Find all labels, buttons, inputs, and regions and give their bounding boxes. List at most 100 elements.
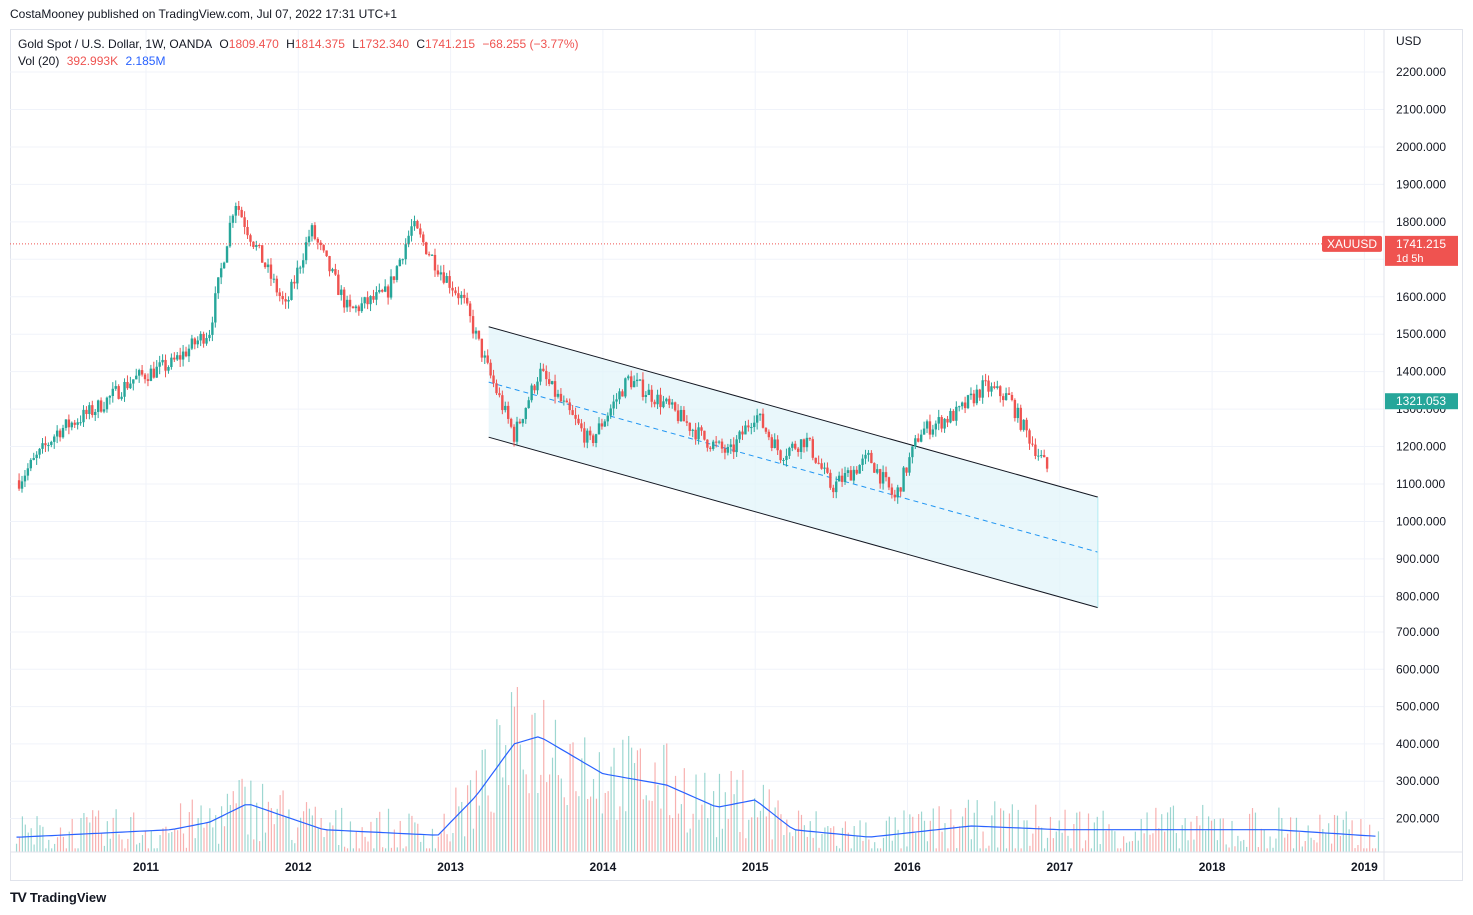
volume-bar	[631, 747, 633, 852]
volume-bar	[285, 816, 287, 852]
candle-body	[299, 267, 302, 269]
volume-bar	[481, 749, 483, 852]
volume-bar	[557, 775, 559, 852]
volume-bar	[669, 815, 671, 852]
volume-bar	[1275, 838, 1277, 852]
volume-bar	[507, 785, 510, 852]
candle-body	[331, 269, 334, 272]
candle-body	[132, 379, 135, 384]
volume-bar	[229, 804, 231, 852]
volume-bar	[294, 843, 296, 852]
volume-bar	[182, 833, 185, 852]
volume-bar	[956, 848, 958, 852]
volume-bar	[256, 802, 258, 852]
volume-bar	[833, 826, 835, 852]
volume-bar	[1363, 848, 1365, 852]
candle-body	[887, 477, 891, 488]
candle-body	[808, 437, 812, 440]
x-tick-label: 2013	[437, 860, 464, 874]
volume-bar	[587, 798, 589, 852]
candle-body	[536, 381, 539, 391]
candle-body	[26, 468, 30, 476]
volume-bar	[352, 848, 354, 852]
candle-body	[219, 268, 223, 278]
candle-body	[996, 386, 999, 388]
volume-bar	[1055, 831, 1057, 852]
candle-body	[899, 487, 902, 492]
volume-bar	[305, 802, 308, 852]
volume-bar	[1351, 820, 1353, 852]
volume-bar	[789, 832, 791, 852]
volume-bar	[332, 825, 334, 852]
candle-body	[533, 385, 536, 391]
candle-body	[550, 381, 554, 384]
volume-bar	[499, 725, 501, 852]
volume-bar	[144, 830, 147, 852]
candle-body	[794, 443, 797, 449]
volume-bar	[689, 828, 691, 852]
volume-bar	[461, 801, 463, 852]
candle-body	[199, 333, 202, 341]
candle-body	[691, 429, 694, 431]
volume-bar	[226, 793, 229, 852]
volume-bar	[346, 848, 349, 852]
volume-bar	[950, 809, 952, 852]
volume-bar	[991, 815, 993, 852]
volume-bar	[774, 807, 776, 852]
candle-body	[424, 242, 428, 255]
volume-bar	[1175, 832, 1177, 852]
candle-body	[88, 405, 91, 415]
volume-bar	[206, 822, 208, 852]
volume-bar	[1269, 836, 1271, 852]
candle-body	[193, 338, 197, 345]
candle-body	[325, 250, 328, 257]
candle-body	[76, 422, 79, 425]
volume-bar	[484, 749, 486, 852]
candle-body	[307, 236, 311, 243]
candle-body	[184, 351, 188, 357]
volume-bar	[765, 816, 767, 852]
candle-body	[489, 362, 492, 376]
legend-vol-label[interactable]: Vol (20)	[18, 54, 60, 68]
candle-body	[735, 439, 738, 453]
footer-brand[interactable]: TV TradingView	[10, 889, 106, 905]
volume-bar	[127, 838, 129, 852]
candle-body	[433, 254, 437, 271]
legend-symbol[interactable]: Gold Spot / U.S. Dollar, 1W, OANDA	[18, 37, 213, 51]
candle-body	[990, 386, 993, 392]
volume-bar	[302, 811, 305, 852]
candle-body	[398, 259, 402, 267]
volume-bar	[783, 835, 785, 852]
volume-bar	[220, 806, 223, 852]
volume-bar	[589, 796, 592, 852]
volume-bar	[97, 810, 100, 852]
candle-body	[1019, 407, 1022, 430]
volume-bar	[361, 827, 363, 852]
volume-bar	[1325, 832, 1327, 852]
volume-bar	[1038, 826, 1040, 852]
volume-bar	[891, 840, 893, 852]
candle-body	[61, 427, 65, 438]
volume-bar	[197, 818, 199, 852]
volume-bar	[68, 831, 70, 852]
volume-bar	[809, 821, 811, 852]
candle-body	[47, 444, 50, 446]
volume-bar	[756, 817, 759, 852]
volume-bar	[238, 780, 240, 852]
volume-bar	[420, 841, 422, 852]
candle-body	[258, 245, 261, 247]
y-tick-label: 900.000	[1396, 552, 1440, 566]
volume-bar	[1087, 813, 1090, 852]
volume-bar	[695, 774, 697, 852]
candle-body	[811, 439, 815, 458]
candle-body	[460, 294, 463, 299]
volume-bar	[912, 816, 914, 852]
volume-bar	[141, 835, 144, 852]
volume-bar	[317, 828, 319, 852]
candle-body	[293, 281, 296, 284]
candle-body	[363, 297, 366, 304]
candle-body	[571, 410, 574, 415]
volume-bar	[1374, 848, 1377, 852]
candle-body	[73, 422, 76, 425]
